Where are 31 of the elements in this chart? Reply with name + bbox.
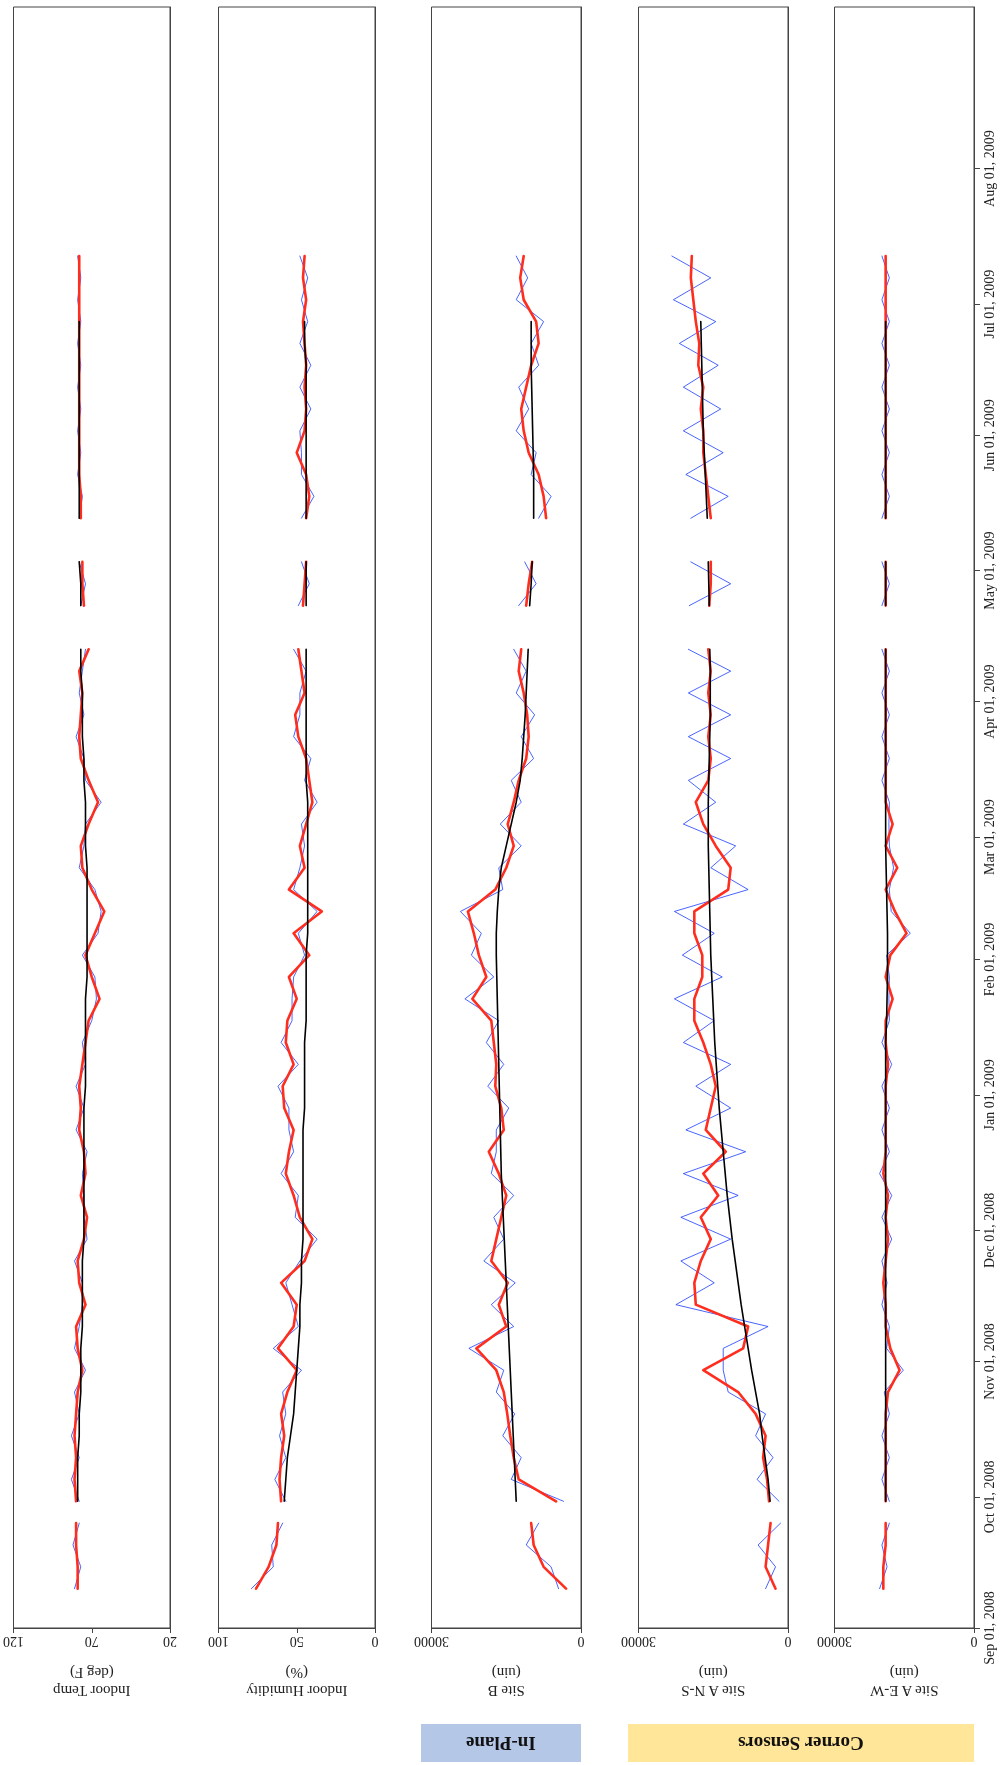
text: Corner Sensors [738, 1732, 864, 1754]
x-tick-label: 0 [784, 1633, 792, 1649]
y-tick-label: Oct 01, 2008 [981, 1460, 997, 1534]
y-tick-label: Jun 01, 2009 [981, 399, 997, 472]
x-tick-label: 70 [84, 1633, 99, 1649]
y-tick-label: Mar 01, 2009 [981, 799, 997, 876]
x-tick-label: 30000 [621, 1633, 656, 1649]
y-tick-label: Feb 01, 2009 [981, 922, 997, 997]
y-tick-label: Aug 01, 2009 [981, 130, 997, 207]
x-axis-title: Site B (uin) [487, 1664, 525, 1699]
x-axis-title: Indoor Humidity (%) [245, 1664, 348, 1699]
y-tick-label: Jan 01, 2009 [981, 1059, 997, 1131]
y-tick-label: Dec 01, 2008 [981, 1192, 997, 1268]
x-tick-label: 100 [208, 1633, 229, 1649]
x-axis-title: Site A N-S (uin) [681, 1664, 746, 1699]
y-tick-label: Apr 01, 2009 [981, 664, 997, 739]
x-tick-label: 0 [371, 1633, 379, 1649]
y-tick-label: Jul 01, 2009 [981, 269, 997, 339]
x-tick-label: 30000 [817, 1633, 852, 1649]
x-tick-label: 0 [970, 1633, 978, 1649]
y-tick-label: Nov 01, 2008 [981, 1323, 997, 1400]
x-tick-label: 50 [289, 1633, 304, 1649]
x-axis-title: Indoor Temp (deg F) [53, 1664, 131, 1699]
x-tick-label: 20 [163, 1633, 177, 1649]
y-tick-label: May 01, 2009 [981, 531, 997, 610]
x-tick-label: 0 [577, 1633, 585, 1649]
x-tick-label: 120 [3, 1633, 24, 1649]
x-tick-label: 30000 [414, 1633, 449, 1649]
text: In-Plane [466, 1732, 536, 1754]
y-tick-label: Sep 01, 2008 [981, 1591, 997, 1665]
x-axis-title: Site A E-W (uin) [869, 1664, 939, 1699]
